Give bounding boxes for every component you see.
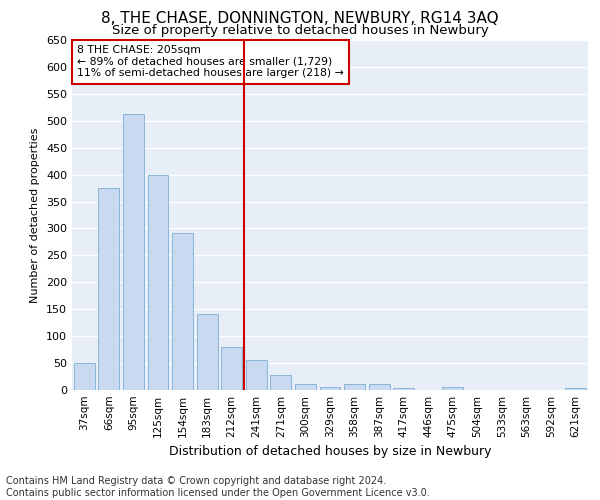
Bar	[565, 388, 586, 390]
Bar	[344, 384, 365, 390]
Text: 8, THE CHASE, DONNINGTON, NEWBURY, RG14 3AQ: 8, THE CHASE, DONNINGTON, NEWBURY, RG14 …	[101, 11, 499, 26]
Bar	[197, 314, 218, 390]
Bar	[271, 375, 292, 390]
Bar	[393, 388, 414, 390]
Bar	[442, 388, 463, 390]
Text: Contains HM Land Registry data © Crown copyright and database right 2024.
Contai: Contains HM Land Registry data © Crown c…	[6, 476, 430, 498]
Bar	[123, 114, 144, 390]
Bar	[221, 347, 242, 390]
Bar	[246, 360, 267, 390]
Bar	[320, 388, 340, 390]
Bar	[295, 384, 316, 390]
X-axis label: Distribution of detached houses by size in Newbury: Distribution of detached houses by size …	[169, 446, 491, 458]
Bar	[368, 384, 389, 390]
Y-axis label: Number of detached properties: Number of detached properties	[31, 128, 40, 302]
Bar	[98, 188, 119, 390]
Bar	[74, 363, 95, 390]
Text: Size of property relative to detached houses in Newbury: Size of property relative to detached ho…	[112, 24, 488, 37]
Bar	[172, 233, 193, 390]
Text: 8 THE CHASE: 205sqm
← 89% of detached houses are smaller (1,729)
11% of semi-det: 8 THE CHASE: 205sqm ← 89% of detached ho…	[77, 46, 344, 78]
Bar	[148, 174, 169, 390]
